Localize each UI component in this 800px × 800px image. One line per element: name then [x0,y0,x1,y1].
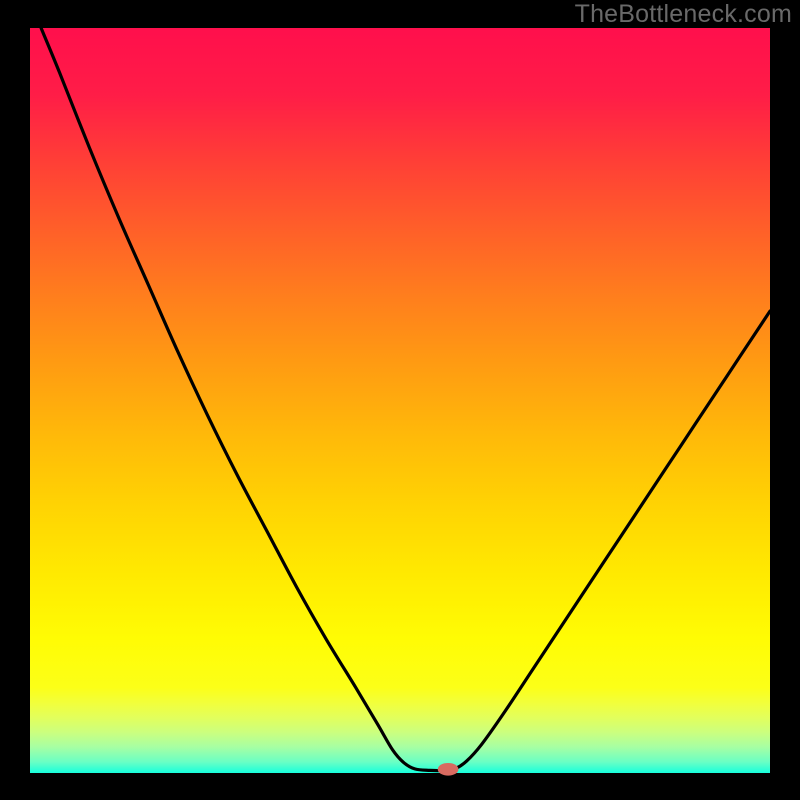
chart-container: TheBottleneck.com [0,0,800,800]
optimal-marker [438,763,459,776]
watermark-text: TheBottleneck.com [575,0,792,29]
bottleneck-chart-svg [0,0,800,800]
plot-background [30,28,770,773]
